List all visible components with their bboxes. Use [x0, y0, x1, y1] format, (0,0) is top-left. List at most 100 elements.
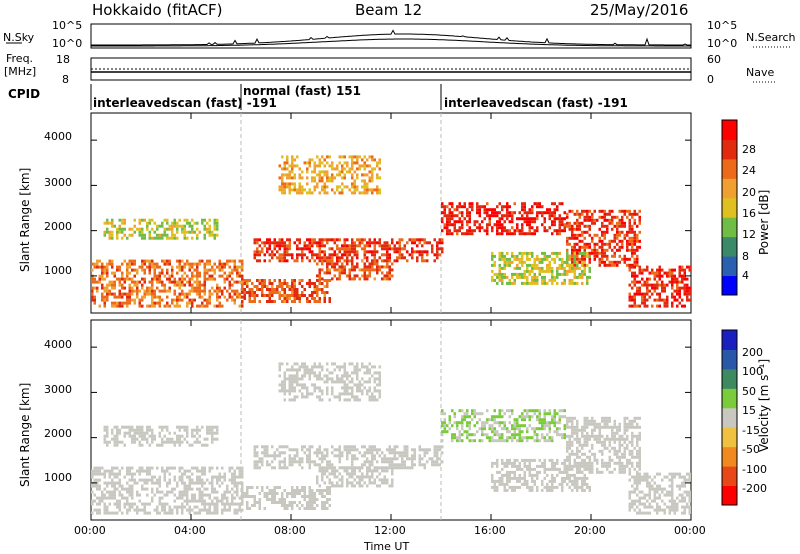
power-cb-tick-4: 4 — [742, 269, 749, 282]
xtick-5: 20:00 — [574, 524, 606, 537]
velocity-ytick-1000: 1000 — [44, 471, 72, 484]
date-title: 25/May/2016 — [590, 1, 689, 19]
nsky-frame — [90, 23, 692, 49]
power-ylabel: Slant Range [km] — [18, 167, 32, 272]
nave-tick-high: 60 — [707, 53, 721, 66]
nsky-tick-high: 10^5 — [52, 19, 83, 32]
power-cb-tick-20: 20 — [742, 186, 756, 199]
power-cells — [91, 155, 691, 308]
velocity-band — [566, 416, 641, 474]
nsky-trace — [6, 23, 790, 49]
velocity-band — [253, 445, 444, 470]
power-colorbar-label: Power [dB] — [757, 189, 771, 255]
nsearch-tick-high: 10^5 — [707, 19, 738, 32]
xtick-3: 12:00 — [374, 524, 406, 537]
freq-label: Freq. — [6, 52, 34, 65]
cpid-segment-1: interleavedscan (fast) -191 — [93, 96, 277, 110]
power-cb-tick-16: 16 — [742, 207, 756, 220]
xtick-6: 00:00 — [674, 524, 706, 537]
power-band — [91, 259, 244, 308]
power-cb-tick-28: 28 — [742, 143, 756, 156]
xtick-2: 08:00 — [274, 524, 306, 537]
beam-title: Beam 12 — [355, 1, 423, 19]
power-cb-tick-24: 24 — [742, 164, 756, 177]
nsky-label: N.Sky — [3, 31, 35, 44]
power-cb-tick-8: 8 — [742, 250, 749, 263]
velocity-colorbar-swatch — [722, 427, 737, 448]
power-band — [628, 265, 691, 308]
vel-cb-tick-m200: -200 — [742, 482, 767, 495]
power-band — [491, 251, 591, 285]
velocity-ytick-2000: 2000 — [44, 427, 72, 440]
radar-title: Hokkaido (fitACF) — [92, 1, 223, 19]
vel-cb-tick-200: 200 — [742, 346, 763, 359]
vel-cb-tick-m50: -50 — [742, 443, 760, 456]
velocity-band — [441, 409, 566, 443]
colorbars — [721, 119, 738, 506]
power-panel — [90, 112, 692, 314]
freq-tick-low: 8 — [62, 73, 69, 86]
vel-cb-tick-m100: -100 — [742, 463, 767, 476]
cpid-panel — [90, 84, 442, 110]
power-colorbar-frame — [721, 119, 738, 296]
freq-tick-high: 18 — [56, 53, 70, 66]
velocity-colorbar-swatch — [722, 368, 737, 389]
power-ytick-1000: 1000 — [44, 264, 72, 277]
power-band — [441, 202, 566, 236]
velocity-panel — [90, 319, 692, 521]
velocity-colorbar-swatch — [722, 466, 737, 487]
power-band — [566, 209, 641, 267]
velocity-colorbar-frame — [721, 329, 738, 506]
power-colorbar — [721, 119, 738, 296]
vel-cb-tick-m15: -15 — [742, 424, 760, 437]
power-colorbar-swatch — [722, 256, 737, 277]
velocity-colorbar-swatch — [722, 349, 737, 370]
velocity-colorbar-swatch — [722, 485, 737, 506]
power-colorbar-swatch — [722, 139, 737, 160]
power-cb-tick-12: 12 — [742, 228, 756, 241]
power-colorbar-swatch — [722, 217, 737, 238]
velocity-cells — [91, 362, 691, 515]
power-colorbar-swatch — [722, 178, 737, 199]
velocity-band — [91, 466, 244, 515]
velocity-ylabel: Slant Range [km] — [18, 382, 32, 487]
power-band — [278, 155, 381, 195]
velocity-colorbar-swatch — [722, 407, 737, 428]
nave-label: Nave — [746, 66, 775, 79]
vel-cb-tick-100: 100 — [742, 365, 763, 378]
nsky-series — [91, 29, 691, 46]
nsearch-series — [91, 38, 691, 47]
velocity-band — [316, 466, 394, 488]
power-ytick-3000: 3000 — [44, 176, 72, 189]
xtick-1: 04:00 — [174, 524, 206, 537]
velocity-colorbar-swatch — [722, 446, 737, 467]
nsearch-label: N.Search — [746, 31, 796, 44]
xtick-0: 00:00 — [74, 524, 106, 537]
velocity-band — [278, 362, 381, 402]
velocity-band — [103, 425, 219, 447]
velocity-ytick-4000: 4000 — [44, 338, 72, 351]
power-ytick-4000: 4000 — [44, 130, 72, 143]
power-colorbar-swatch — [722, 197, 737, 218]
freq-units-label: [MHz] — [4, 65, 37, 78]
velocity-colorbar — [721, 329, 738, 506]
cpid-segment-2: normal (fast) 151 — [243, 84, 361, 98]
velocity-ytick-3000: 3000 — [44, 383, 72, 396]
nave-tick-low: 0 — [707, 73, 714, 86]
power-colorbar-swatch — [722, 275, 737, 296]
velocity-band — [491, 458, 591, 492]
power-band — [253, 238, 444, 263]
power-colorbar-swatch — [722, 120, 737, 140]
power-colorbar-swatch — [722, 236, 737, 257]
power-ytick-2000: 2000 — [44, 220, 72, 233]
velocity-band — [628, 472, 691, 515]
power-band — [103, 218, 219, 240]
velocity-colorbar-swatch — [722, 388, 737, 409]
cpid-segment-3: interleavedscan (fast) -191 — [444, 96, 628, 110]
velocity-band — [241, 486, 331, 510]
cpid-label: CPID — [8, 87, 41, 101]
nsky-tick-low: 10^0 — [52, 37, 83, 50]
power-band — [241, 279, 331, 303]
velocity-colorbar-swatch — [722, 330, 737, 350]
